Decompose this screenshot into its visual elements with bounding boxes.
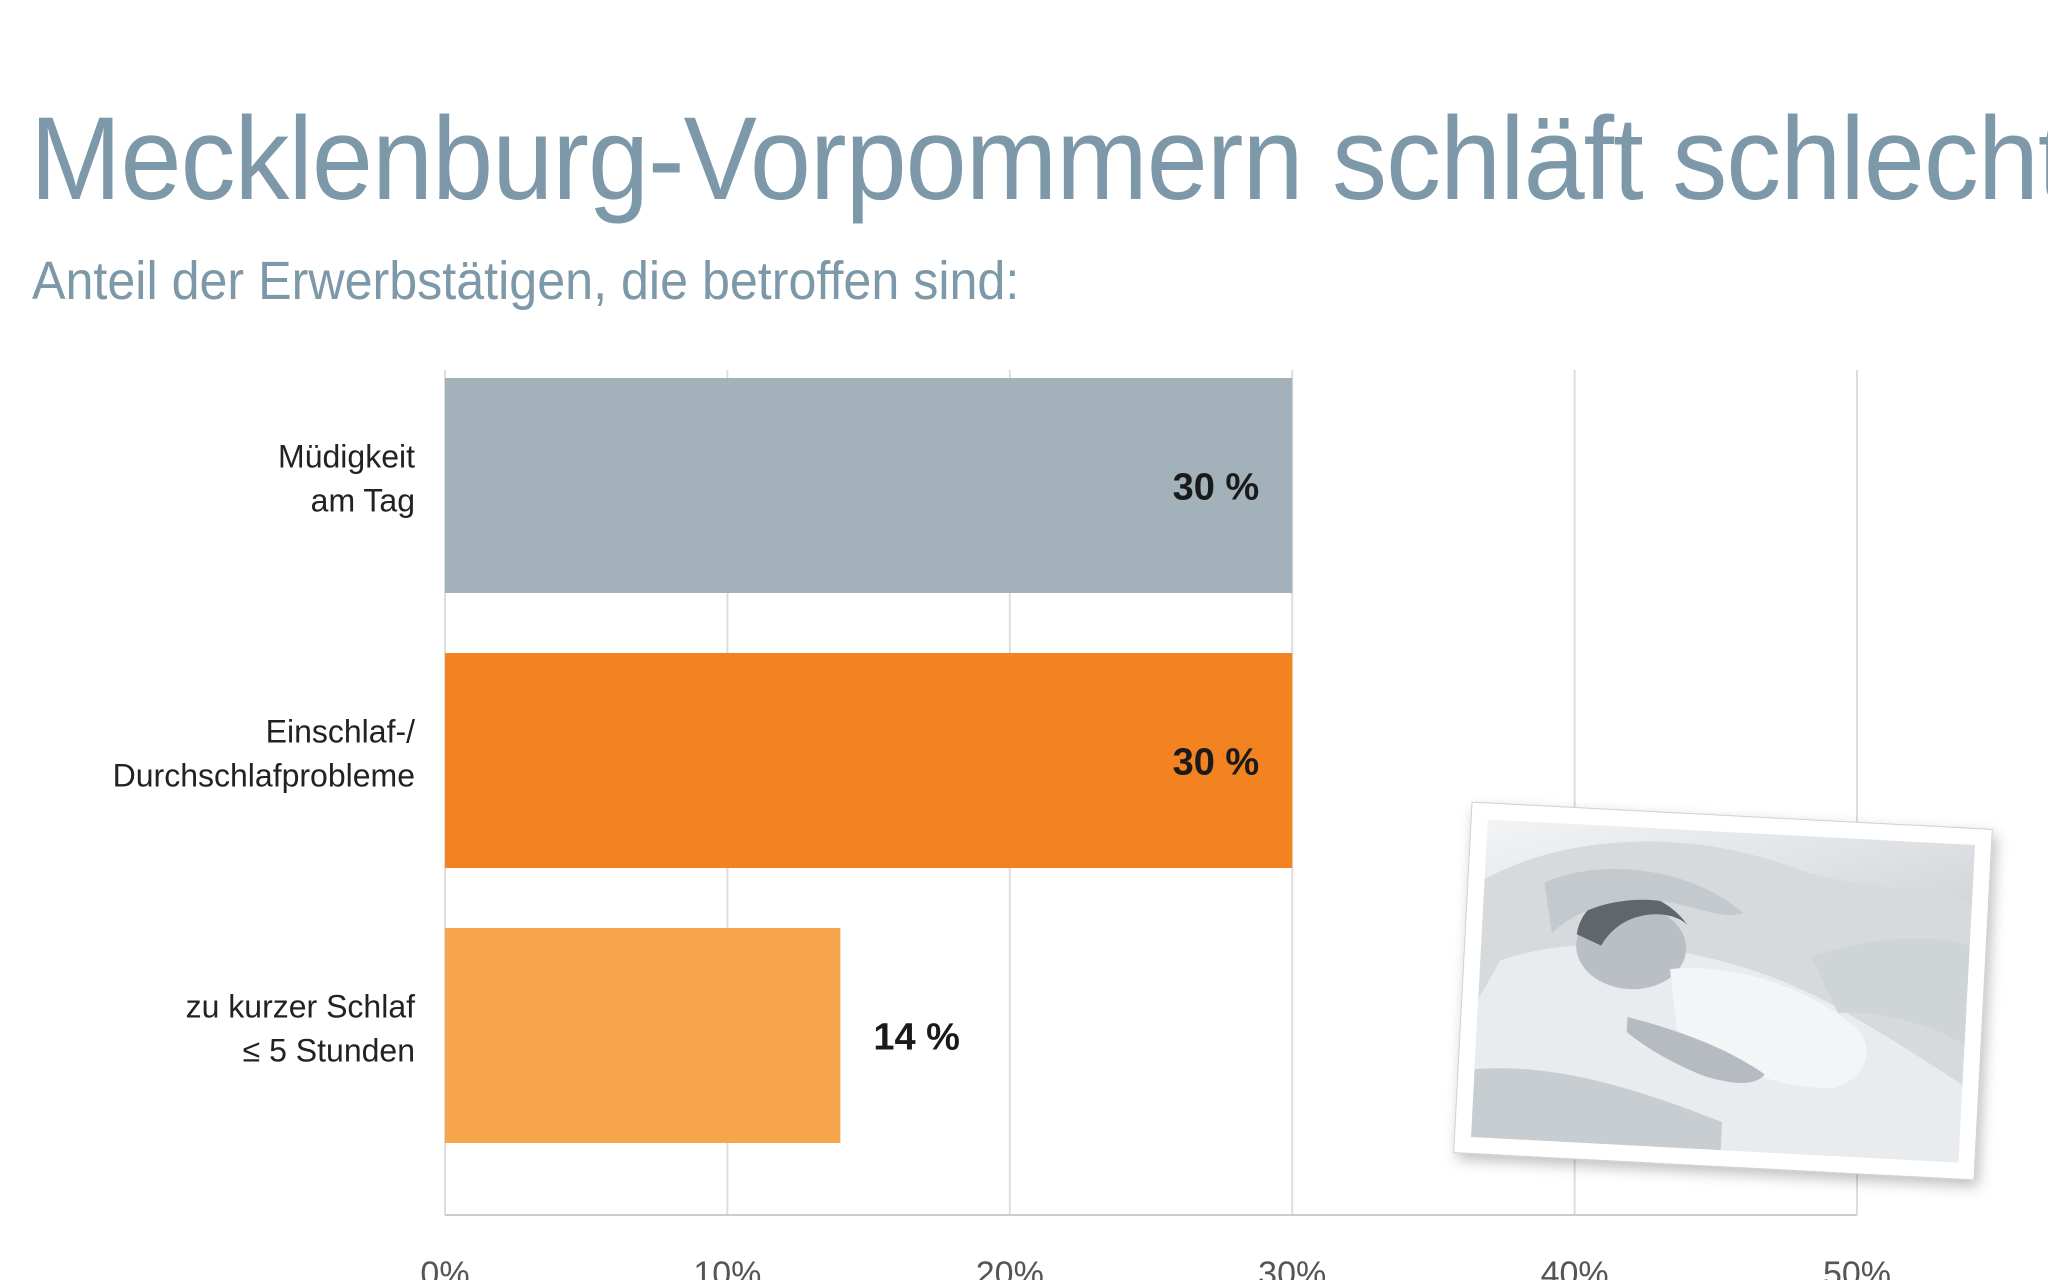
bar-2: [445, 653, 1293, 868]
category-label-1-line-1: Müdigkeit: [278, 439, 415, 475]
tick-label-40: 40%: [1541, 1255, 1609, 1280]
tick-label-10: 10%: [693, 1255, 761, 1280]
category-label-3-line-1: zu kurzer Schlaf: [186, 989, 416, 1025]
value-label-2: 30 %: [1173, 742, 1260, 784]
category-label-1-line-2: am Tag: [311, 483, 415, 519]
category-label-3-line-2: ≤ 5 Stunden: [243, 1033, 415, 1069]
tick-label-20: 20%: [976, 1255, 1044, 1280]
tick-label-30: 30%: [1258, 1255, 1326, 1280]
chart-title: Mecklenburg-Vorpommern schläft schlecht:: [30, 93, 2048, 225]
category-label-2-line-1: Einschlaf-/: [266, 714, 416, 750]
sleeping-woman-photo: [1453, 801, 1993, 1181]
bar-3: [445, 928, 841, 1143]
value-label-3: 14 %: [873, 1017, 960, 1059]
bar-1: [445, 378, 1293, 593]
chart-subtitle: Anteil der Erwerbstätigen, die betroffen…: [32, 251, 1020, 311]
value-label-1: 30 %: [1173, 467, 1260, 509]
tick-label-50: 50%: [1823, 1255, 1891, 1280]
tick-label-0: 0%: [420, 1255, 469, 1280]
category-label-2-line-2: Durchschlafprobleme: [113, 758, 415, 794]
